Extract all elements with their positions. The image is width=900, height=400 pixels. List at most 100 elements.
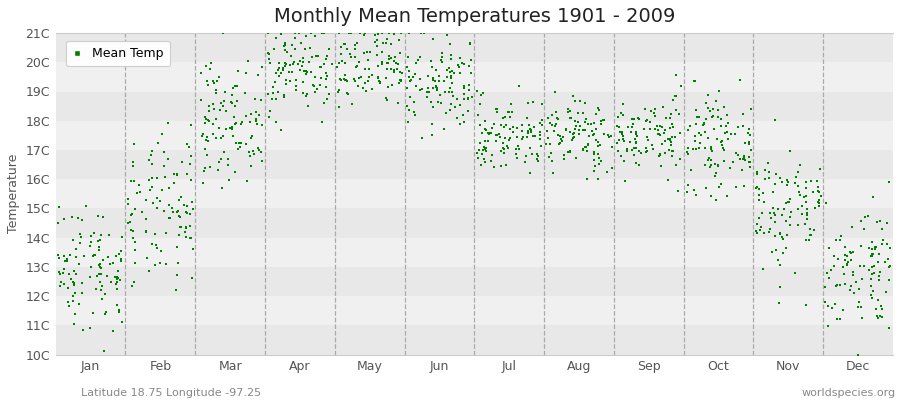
- Point: [627, 115, 642, 122]
- Point: [680, 151, 695, 158]
- Point: [789, 174, 804, 180]
- Point: [793, 191, 807, 198]
- Point: [357, 32, 372, 38]
- Point: [169, 171, 184, 177]
- Point: [127, 178, 141, 184]
- Point: [738, 156, 752, 163]
- Point: [154, 248, 168, 254]
- Point: [225, 133, 239, 139]
- Point: [277, 92, 292, 98]
- Point: [90, 238, 104, 244]
- Point: [170, 209, 184, 216]
- Point: [91, 213, 105, 219]
- Point: [461, 96, 475, 102]
- Point: [549, 121, 563, 127]
- Point: [163, 215, 177, 222]
- Point: [122, 201, 136, 208]
- Point: [576, 147, 590, 153]
- Point: [251, 72, 266, 78]
- Point: [818, 299, 832, 305]
- Point: [757, 230, 771, 236]
- Point: [742, 138, 756, 145]
- Point: [548, 123, 562, 130]
- Point: [266, 90, 280, 96]
- Point: [226, 85, 240, 91]
- Point: [199, 134, 213, 140]
- Point: [531, 153, 545, 160]
- Point: [161, 156, 176, 162]
- Point: [249, 116, 264, 122]
- Point: [338, 76, 352, 83]
- Point: [221, 156, 236, 162]
- Point: [382, 53, 396, 60]
- Point: [325, 61, 339, 67]
- Point: [374, 30, 389, 36]
- Point: [269, 96, 284, 103]
- Point: [76, 327, 90, 333]
- Point: [721, 120, 735, 126]
- Point: [352, 75, 366, 82]
- Point: [733, 77, 747, 84]
- Point: [581, 141, 596, 147]
- Point: [414, 30, 428, 36]
- Point: [579, 144, 593, 150]
- Point: [652, 151, 667, 158]
- Point: [370, 43, 384, 49]
- Point: [322, 46, 337, 52]
- Point: [209, 135, 223, 142]
- Point: [146, 200, 160, 206]
- Point: [180, 210, 194, 216]
- Point: [113, 255, 128, 262]
- Point: [652, 152, 666, 159]
- Point: [738, 140, 752, 146]
- Point: [319, 84, 333, 90]
- Point: [588, 162, 602, 169]
- Point: [128, 246, 142, 253]
- Point: [183, 235, 197, 241]
- Point: [697, 121, 711, 127]
- Point: [278, 63, 293, 69]
- Point: [663, 139, 678, 145]
- Point: [526, 99, 540, 105]
- Point: [498, 114, 512, 120]
- Point: [875, 306, 889, 313]
- Point: [647, 110, 662, 116]
- Point: [385, 82, 400, 88]
- Point: [334, 51, 348, 58]
- Point: [429, 87, 444, 93]
- Point: [522, 122, 536, 128]
- Point: [174, 224, 188, 230]
- Point: [775, 212, 789, 218]
- Point: [736, 111, 751, 117]
- Point: [605, 144, 619, 151]
- Point: [495, 115, 509, 121]
- Point: [199, 115, 213, 122]
- Point: [770, 171, 784, 177]
- Point: [93, 264, 107, 270]
- Point: [51, 269, 66, 275]
- Point: [520, 130, 535, 136]
- Point: [701, 105, 716, 112]
- Point: [688, 133, 702, 139]
- Point: [67, 320, 81, 327]
- Point: [452, 64, 466, 70]
- Point: [288, 83, 302, 89]
- Point: [145, 161, 159, 167]
- Point: [585, 128, 599, 134]
- Point: [688, 121, 703, 128]
- Point: [205, 101, 220, 107]
- Point: [842, 287, 857, 293]
- Point: [879, 241, 894, 247]
- Point: [453, 102, 467, 108]
- Point: [83, 243, 97, 249]
- Point: [791, 222, 806, 228]
- Point: [665, 121, 680, 128]
- Point: [300, 69, 314, 75]
- Point: [185, 199, 200, 205]
- Point: [161, 120, 176, 127]
- Point: [670, 188, 685, 194]
- Point: [782, 198, 796, 205]
- Point: [506, 129, 520, 135]
- Point: [716, 158, 731, 164]
- Point: [844, 282, 859, 289]
